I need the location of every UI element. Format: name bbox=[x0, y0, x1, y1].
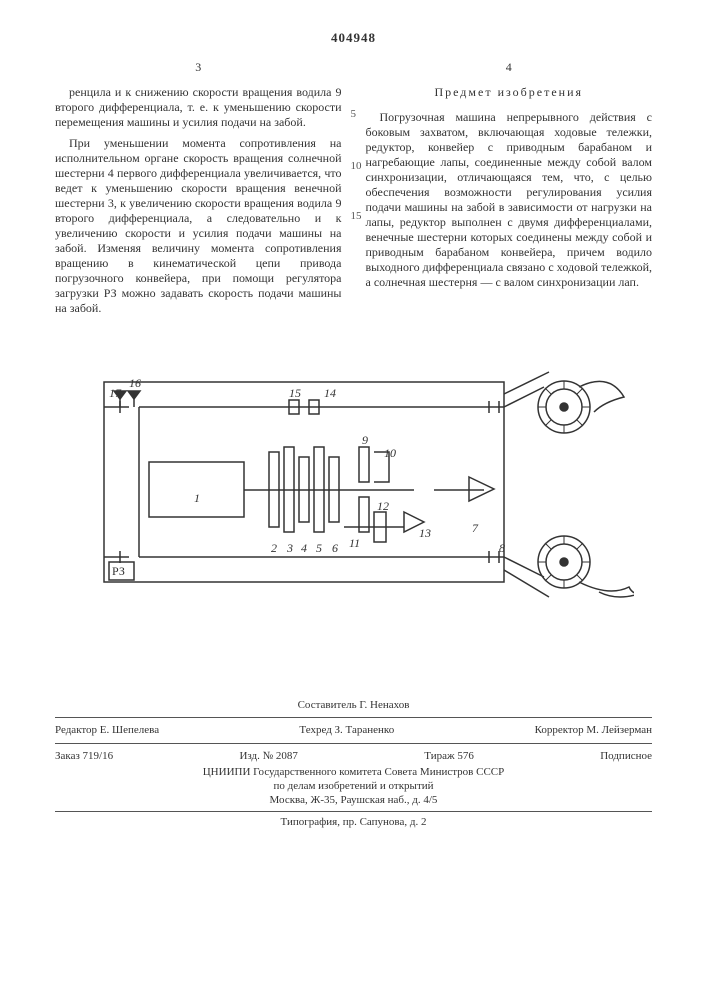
footer-credits: Редактор Е. Шепелева Техред З. Тараненко… bbox=[55, 722, 652, 740]
line-num-5: 5 bbox=[351, 108, 357, 122]
right-para-1: Погрузочная машина непрерывного действия… bbox=[366, 110, 653, 290]
footer-compiler: Составитель Г. Ненахов bbox=[55, 699, 652, 713]
fig-label-4: 4 bbox=[301, 541, 307, 555]
footer: Составитель Г. Ненахов Редактор Е. Шепел… bbox=[55, 699, 652, 830]
left-para-1: ренцила и к снижению скорости вращения в… bbox=[55, 85, 342, 130]
fig-label-6: 6 bbox=[332, 541, 338, 555]
page-col-num-right: 4 bbox=[366, 60, 653, 75]
fig-label-11: 11 bbox=[349, 536, 360, 550]
fig-label-9: 9 bbox=[362, 433, 368, 447]
page-col-num-left: 3 bbox=[55, 60, 342, 75]
claim-title: Предмет изобретения bbox=[366, 85, 653, 100]
kinematic-scheme-svg: 1 2 3 4 5 6 7 8 9 10 11 12 13 14 15 16 1… bbox=[74, 352, 634, 632]
fig-label-10: 10 bbox=[384, 446, 396, 460]
footer-tech: Техред З. Тараненко bbox=[299, 724, 394, 738]
fig-label-12: 12 bbox=[377, 499, 389, 513]
right-column: 4 5 10 15 Предмет изобретения Погрузочна… bbox=[366, 60, 653, 322]
patent-number: 404948 bbox=[55, 30, 652, 46]
fig-label-17: 17 bbox=[109, 386, 122, 400]
figure-diagram: 1 2 3 4 5 6 7 8 9 10 11 12 13 14 15 16 1… bbox=[74, 352, 634, 632]
fig-label-rz: РЗ bbox=[112, 564, 125, 578]
fig-label-5: 5 bbox=[316, 541, 322, 555]
footer-order: Заказ 719/16 bbox=[55, 750, 113, 764]
fig-label-7: 7 bbox=[472, 521, 479, 535]
footer-addr2: Типография, пр. Сапунова, д. 2 bbox=[55, 816, 652, 830]
footer-pubinfo: Заказ 719/16 Изд. № 2087 Тираж 576 Подпи… bbox=[55, 748, 652, 766]
fig-label-1: 1 bbox=[194, 491, 200, 505]
line-num-15: 15 bbox=[351, 210, 362, 224]
footer-izd: Изд. № 2087 bbox=[239, 750, 297, 764]
fig-label-15: 15 bbox=[289, 386, 301, 400]
footer-addr1: Москва, Ж-35, Раушская наб., д. 4/5 bbox=[55, 794, 652, 808]
left-para-2: При уменьшении момента сопротивления на … bbox=[55, 136, 342, 316]
fig-label-2: 2 bbox=[271, 541, 277, 555]
page: 404948 3 ренцила и к снижению скорости в… bbox=[0, 0, 707, 1000]
line-num-10: 10 bbox=[351, 160, 362, 174]
fig-label-14: 14 bbox=[324, 386, 336, 400]
footer-org2: по делам изобретений и открытий bbox=[55, 780, 652, 794]
fig-label-8: 8 bbox=[499, 541, 505, 555]
left-column: 3 ренцила и к снижению скорости вращения… bbox=[55, 60, 342, 322]
footer-org1: ЦНИИПИ Государственного комитета Совета … bbox=[55, 766, 652, 780]
footer-tirazh: Тираж 576 bbox=[424, 750, 474, 764]
fig-label-3: 3 bbox=[286, 541, 293, 555]
footer-corrector: Корректор М. Лейзерман bbox=[535, 724, 652, 738]
fig-label-13: 13 bbox=[419, 526, 431, 540]
footer-sub: Подписное bbox=[600, 750, 652, 764]
footer-editor: Редактор Е. Шепелева bbox=[55, 724, 159, 738]
fig-label-16: 16 bbox=[129, 376, 141, 390]
text-columns: 3 ренцила и к снижению скорости вращения… bbox=[55, 60, 652, 322]
